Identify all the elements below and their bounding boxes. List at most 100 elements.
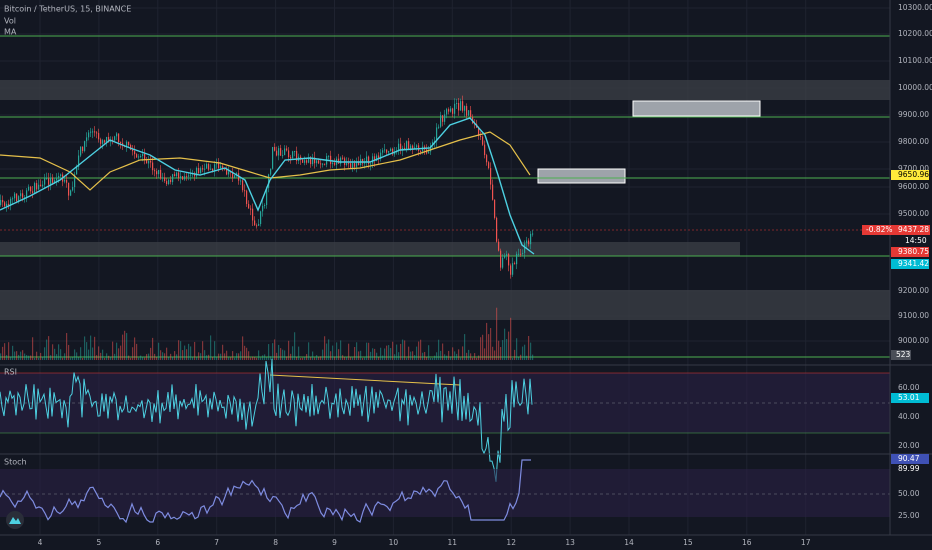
- candle: [184, 176, 186, 180]
- volume-bar: [510, 317, 512, 360]
- volume-bar: [72, 357, 74, 360]
- volume-bar: [118, 348, 120, 360]
- time-label: 13: [565, 538, 575, 547]
- volume-bar: [376, 352, 378, 360]
- candle: [204, 168, 206, 170]
- candle: [2, 200, 4, 203]
- candle: [290, 157, 292, 159]
- volume-bar: [234, 357, 236, 360]
- candle: [188, 175, 190, 177]
- candle: [58, 175, 60, 179]
- candle: [132, 149, 134, 152]
- candle: [272, 147, 274, 169]
- zone: [0, 290, 890, 320]
- candle: [334, 162, 336, 165]
- volume-bar: [162, 352, 164, 360]
- candle: [484, 144, 486, 156]
- price-label: 10100.00: [898, 56, 932, 65]
- volume-bar: [396, 344, 398, 360]
- volume-bar: [20, 351, 22, 360]
- candle: [168, 179, 170, 185]
- tag-bg: [862, 225, 930, 235]
- candle: [448, 109, 450, 112]
- volume-bar: [212, 356, 214, 360]
- candle: [232, 171, 234, 178]
- volume-bar: [274, 339, 276, 360]
- price-label: 9100.00: [898, 311, 929, 320]
- volume-bar: [48, 336, 50, 360]
- volume-bar: [328, 339, 330, 360]
- candle: [496, 217, 498, 242]
- candle: [136, 154, 138, 158]
- tag-bg: [891, 259, 929, 269]
- stoch-band: [0, 469, 890, 517]
- volume-tag: 523: [896, 350, 911, 359]
- candle: [314, 157, 316, 164]
- volume-bar: [230, 357, 232, 360]
- candle: [262, 205, 264, 212]
- candle: [68, 182, 70, 196]
- candle: [208, 164, 210, 170]
- volume-bar: [342, 355, 344, 360]
- volume-bar: [360, 350, 362, 360]
- candle: [266, 187, 268, 206]
- candle: [12, 198, 14, 200]
- volume-bar: [254, 357, 256, 360]
- volume-bar: [466, 352, 468, 360]
- volume-bar: [58, 344, 60, 360]
- volume-bar: [192, 357, 194, 360]
- volume-bar: [164, 353, 166, 360]
- indicator: MA: [4, 28, 17, 37]
- volume-bar: [82, 357, 84, 360]
- candle: [292, 151, 294, 159]
- volume-bar: [314, 357, 316, 360]
- candle: [430, 145, 432, 152]
- candle: [522, 252, 524, 254]
- volume-bar: [102, 349, 104, 360]
- candle: [44, 178, 46, 185]
- candle: [252, 208, 254, 221]
- candle: [370, 163, 372, 165]
- volume-bar: [8, 342, 10, 360]
- candle: [356, 161, 358, 167]
- volume-bar: [490, 328, 492, 360]
- volume-bar: [266, 357, 268, 360]
- candle: [214, 164, 216, 172]
- volume-bar: [288, 340, 290, 360]
- tag-bg: [891, 464, 929, 474]
- volume-bar: [228, 357, 230, 360]
- candle: [64, 180, 66, 182]
- candle: [198, 167, 200, 174]
- candle: [364, 162, 366, 164]
- candle: [466, 106, 468, 116]
- candle: [264, 205, 266, 207]
- volume-bar: [526, 355, 528, 360]
- volume-bar: [416, 346, 418, 360]
- volume-bar: [348, 343, 350, 360]
- volume-bar: [504, 328, 506, 360]
- volume-bar: [258, 350, 260, 360]
- candle: [486, 155, 488, 163]
- candle: [376, 155, 378, 162]
- candle: [508, 253, 510, 266]
- volume-bar: [502, 340, 504, 360]
- volume-bar: [224, 353, 226, 360]
- candle: [394, 152, 396, 155]
- candle: [166, 181, 168, 185]
- volume-bar: [262, 355, 264, 360]
- volume-bar: [384, 348, 386, 360]
- volume-bar: [38, 357, 40, 360]
- tag-bg: [891, 454, 929, 464]
- candle: [162, 177, 164, 179]
- volume-bar: [500, 347, 502, 360]
- candle: [116, 133, 118, 137]
- candle: [70, 190, 72, 196]
- volume-bar: [206, 355, 208, 360]
- volume-bar: [494, 350, 496, 360]
- volume-bar: [222, 344, 224, 360]
- volume-bar: [158, 342, 160, 360]
- volume-bar: [296, 356, 298, 360]
- candle: [14, 193, 16, 199]
- price-label: 9200.00: [898, 286, 929, 295]
- volume-bar: [208, 354, 210, 360]
